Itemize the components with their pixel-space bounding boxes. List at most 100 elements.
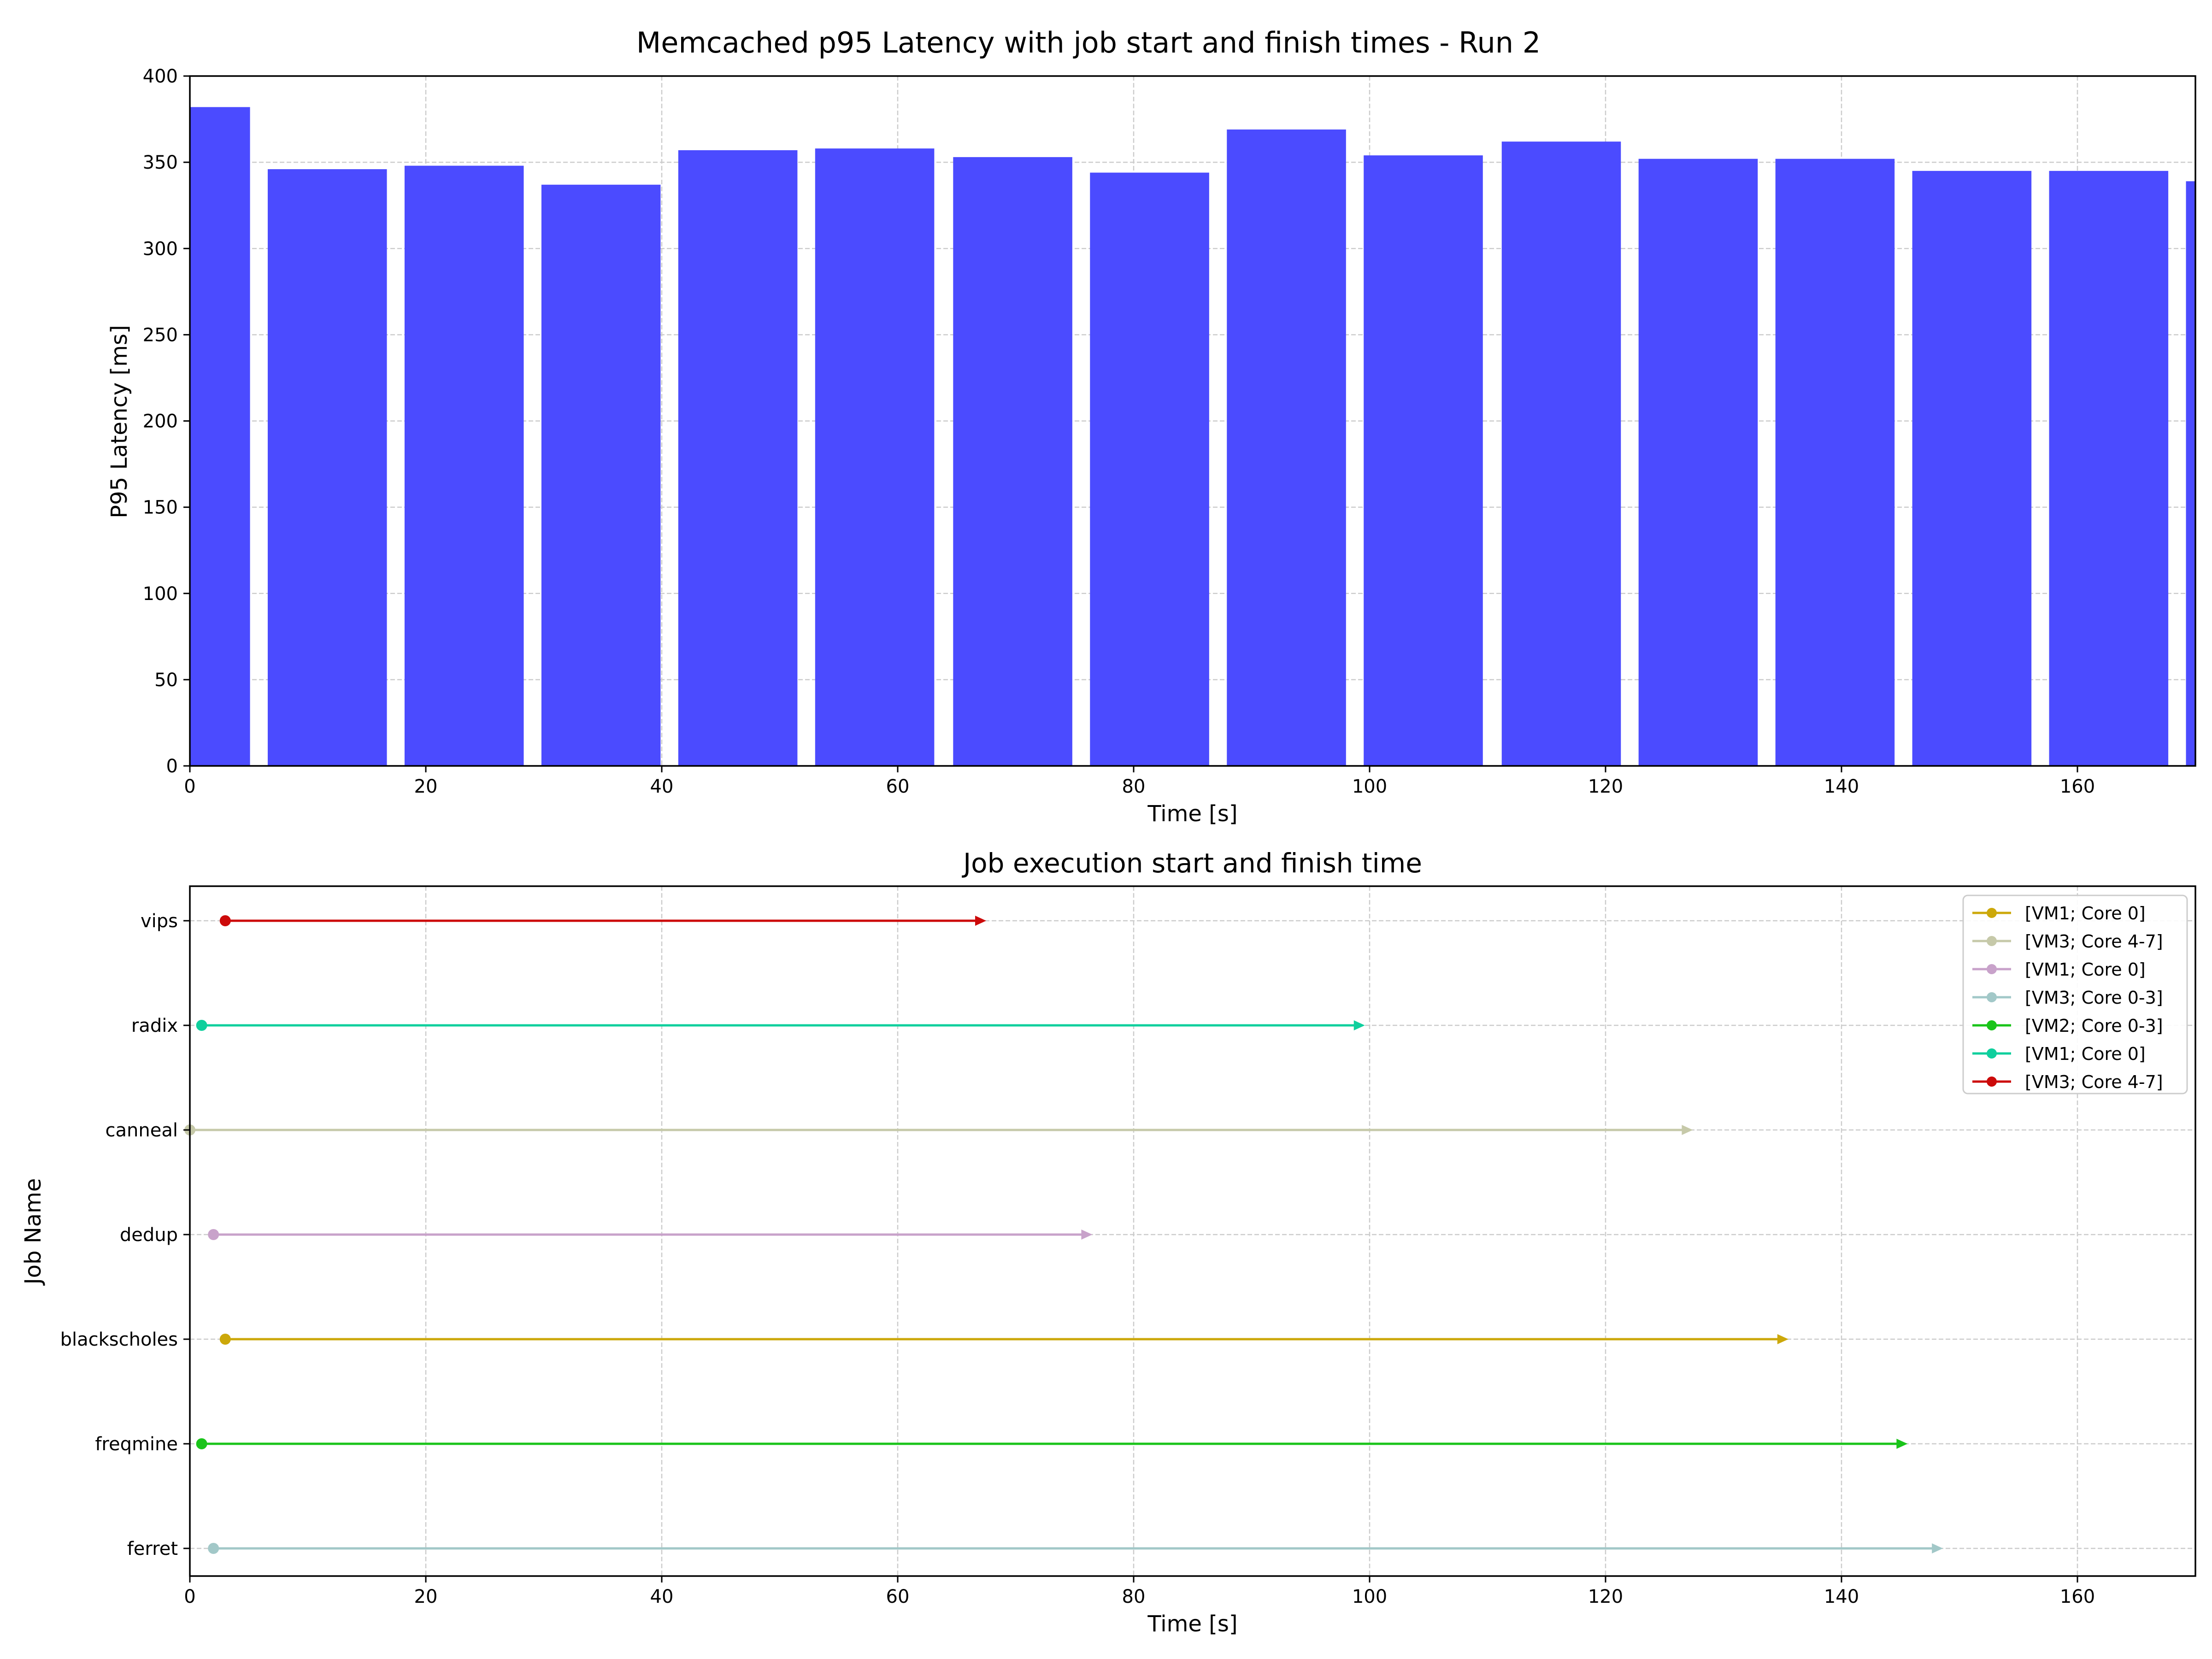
x-tick-label: 140: [1824, 776, 1859, 797]
latency-chart-x-ticks: 0 20 40 60 80 100 120 140 160: [184, 766, 2095, 797]
job-start-marker-dedup: [208, 1229, 219, 1240]
latency-bar-13: [1912, 171, 2032, 766]
legend-item-ferret: [VM3; Core 0-3]: [1972, 988, 2163, 1008]
y-tick-label: 100: [143, 583, 178, 605]
job-line-radix: [196, 1020, 1365, 1031]
legend-swatch-marker: [1987, 1020, 1997, 1030]
latency-bar-9: [1364, 155, 1483, 766]
legend-label: [VM3; Core 4-7]: [2025, 931, 2163, 952]
job-line-vips: [219, 915, 986, 926]
y-tick-label: 0: [166, 756, 178, 777]
latency-bar-4: [678, 150, 798, 766]
jobs-chart-y-ticks: vips radix canneal dedup blackscholes freqmin…: [60, 911, 190, 1559]
legend-swatch-marker: [1987, 1048, 1997, 1059]
job-line-freqmine: [196, 1438, 1908, 1449]
legend-label: [VM1; Core 0]: [2025, 1044, 2146, 1064]
x-tick-label: 20: [414, 1586, 438, 1607]
latency-bar-0: [190, 107, 250, 766]
y-tick-label: 50: [154, 670, 178, 691]
y-tick-label-radix: radix: [131, 1015, 178, 1036]
legend-item-radix: [VM1; Core 0]: [1972, 1044, 2146, 1064]
job-end-arrow-ferret: [1932, 1543, 1943, 1553]
y-tick-label-vips: vips: [141, 911, 178, 932]
latency-chart-y-axis-label: P95 Latency [ms]: [106, 325, 132, 518]
latency-bar-2: [404, 165, 524, 766]
latency-chart-x-axis-label: Time [s]: [1147, 801, 1237, 827]
x-tick-label: 80: [1122, 1586, 1146, 1607]
latency-bar-11: [1638, 159, 1758, 766]
x-tick-label: 40: [650, 1586, 674, 1607]
latency-bar-10: [1501, 141, 1621, 766]
job-line-ferret: [208, 1543, 1943, 1554]
x-tick-label: 140: [1824, 1586, 1859, 1607]
job-end-arrow-blackscholes: [1777, 1334, 1788, 1344]
latency-bar-3: [541, 184, 661, 766]
legend-swatch-marker: [1987, 936, 1997, 946]
x-tick-label: 0: [184, 776, 195, 797]
x-tick-label: 160: [2060, 776, 2095, 797]
x-tick-label: 20: [414, 776, 438, 797]
y-tick-label: 300: [143, 238, 178, 259]
legend-label: [VM3; Core 4-7]: [2025, 1072, 2163, 1092]
latency-chart-bars: [190, 107, 2195, 766]
jobs-chart-x-ticks: 0 20 40 60 80 100 120 140 160: [184, 1576, 2095, 1607]
legend-swatch-marker: [1987, 908, 1997, 918]
job-end-arrow-vips: [975, 916, 986, 926]
legend-box: [1962, 894, 2188, 1094]
latency-bar-1: [267, 169, 387, 766]
job-line-blackscholes: [219, 1334, 1788, 1345]
job-end-arrow-dedup: [1081, 1230, 1093, 1240]
x-tick-label: 120: [1588, 1586, 1623, 1607]
job-start-marker-vips: [219, 915, 231, 926]
x-tick-label: 60: [886, 776, 910, 797]
y-tick-label: 400: [143, 66, 178, 87]
legend-swatch-marker: [1987, 1077, 1997, 1087]
latency-bar-6: [953, 157, 1072, 766]
y-tick-label: 150: [143, 497, 178, 518]
x-tick-label: 100: [1352, 1586, 1387, 1607]
y-tick-label-dedup: dedup: [120, 1224, 178, 1246]
y-tick-label-ferret: ferret: [127, 1538, 178, 1559]
jobs-chart-lines: [184, 915, 1943, 1554]
y-tick-label: 350: [143, 152, 178, 173]
jobs-chart-y-axis-label: Job Name: [20, 1178, 46, 1286]
latency-chart-title: Memcached p95 Latency with job start and…: [636, 26, 1541, 59]
y-tick-label: 250: [143, 324, 178, 346]
y-tick-label-blackscholes: blackscholes: [60, 1329, 178, 1350]
job-end-arrow-radix: [1353, 1020, 1365, 1030]
legend-item-canneal: [VM3; Core 4-7]: [1972, 931, 2163, 952]
legend-label: [VM1; Core 0]: [2025, 959, 2146, 980]
job-end-arrow-freqmine: [1896, 1439, 1908, 1449]
x-tick-label: 0: [184, 1586, 195, 1607]
job-line-dedup: [208, 1229, 1093, 1240]
job-end-arrow-canneal: [1682, 1125, 1693, 1135]
legend-item-dedup: [VM1; Core 0]: [1972, 959, 2146, 980]
latency-bar-7: [1090, 172, 1209, 766]
x-tick-label: 160: [2060, 1586, 2095, 1607]
legend-swatch-marker: [1987, 992, 1997, 1002]
x-tick-label: 60: [886, 1586, 910, 1607]
x-tick-label: 100: [1352, 776, 1387, 797]
job-start-marker-radix: [196, 1020, 207, 1031]
y-tick-label-canneal: canneal: [106, 1120, 178, 1141]
job-start-marker-blackscholes: [219, 1334, 231, 1345]
y-tick-label-freqmine: freqmine: [95, 1434, 178, 1455]
jobs-chart-title: Job execution start and finish time: [962, 847, 1422, 879]
x-tick-label: 80: [1122, 776, 1146, 797]
legend-label: [VM2; Core 0-3]: [2025, 1016, 2163, 1036]
legend-label: [VM1; Core 0]: [2025, 903, 2146, 924]
jobs-chart-frame: [189, 885, 2196, 1577]
latency-bar-8: [1227, 129, 1346, 766]
legend-item-blackscholes: [VM1; Core 0]: [1972, 903, 2146, 924]
latency-bar-15: [2186, 181, 2195, 766]
latency-bar-12: [1775, 159, 1895, 766]
legend-item-vips: [VM3; Core 4-7]: [1972, 1072, 2163, 1092]
legend-label: [VM3; Core 0-3]: [2025, 988, 2163, 1008]
latency-bar-5: [815, 148, 935, 766]
jobs-chart-legend: [VM1; Core 0] [VM3; Core 4-7] [VM1; Core 0…: [1962, 894, 2188, 1094]
x-tick-label: 40: [650, 776, 674, 797]
jobs-chart-x-axis-label: Time [s]: [1147, 1611, 1237, 1637]
job-start-marker-ferret: [208, 1543, 219, 1554]
legend-item-freqmine: [VM2; Core 0-3]: [1972, 1016, 2163, 1036]
